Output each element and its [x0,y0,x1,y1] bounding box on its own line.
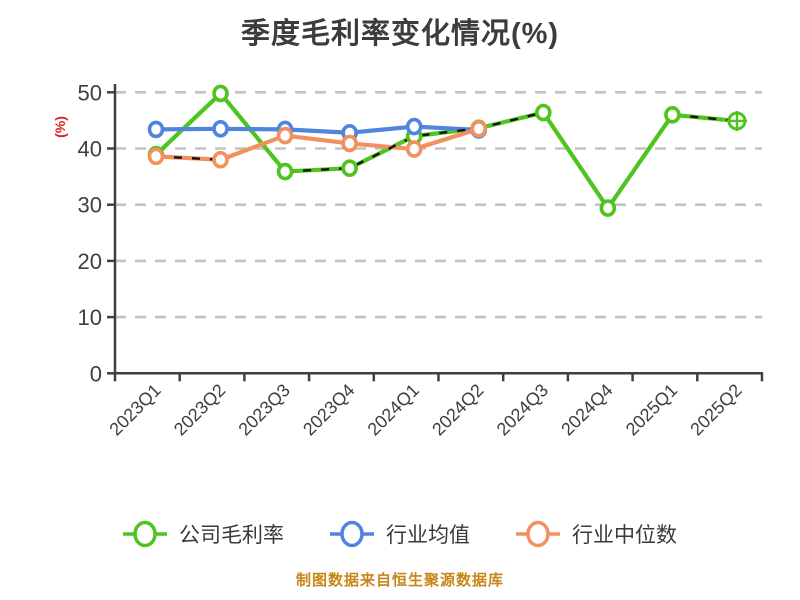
data-point[interactable] [405,140,423,158]
data-point[interactable] [341,159,358,177]
y-tick-label: 0 [90,361,102,386]
data-point[interactable] [664,105,681,124]
x-tick-label: 2024Q1 [364,380,423,439]
y-tick-label: 30 [78,193,102,218]
data-point[interactable] [405,117,423,136]
y-tick-label: 40 [78,137,102,162]
data-point[interactable] [212,84,229,103]
legend-item-label: 行业中位数 [572,524,677,547]
data-point[interactable] [599,199,617,217]
x-tick-label: 2024Q3 [493,380,552,439]
legend: 公司毛利率 行业均值 行业中位数 [0,506,800,562]
dashed-overlay [672,113,738,123]
data-point[interactable] [276,162,294,181]
series-line-行业均值 [153,124,481,135]
x-tick-label: 2025Q2 [686,380,745,439]
legend-item-company-gross-margin[interactable]: 公司毛利率 [123,519,284,549]
y-tick-label: 10 [78,305,102,330]
data-point[interactable] [147,147,165,166]
data-point[interactable] [470,120,488,138]
data-point[interactable] [212,150,229,169]
x-tick-label: 2023Q3 [234,380,293,439]
x-tick-label: 2024Q2 [428,380,487,439]
dashed-overlay [285,111,544,173]
data-source-note: 制图数据来自恒生聚源数据库 [295,572,504,589]
data-point[interactable] [534,103,552,122]
legend-item-label: 行业均值 [386,524,470,547]
x-tick-label: 2023Q2 [170,380,229,439]
legend-marker-icon [516,520,560,548]
series-line-行业中位数 [153,126,481,162]
x-tick-label: 2024Q4 [557,380,616,439]
data-point[interactable] [276,126,294,145]
x-tick-label: 2023Q1 [105,380,164,439]
x-tick-label: 2023Q4 [299,380,358,439]
legend-item-label: 公司毛利率 [179,524,284,547]
legend-marker-icon [330,520,374,548]
chart-title: 季度毛利率变化情况(%) [240,18,560,50]
y-tick-label: 50 [78,80,102,105]
legend-item-industry-mean[interactable]: 行业均值 [330,519,470,549]
legend-marker-icon [123,520,167,548]
legend-item-industry-median[interactable]: 行业中位数 [516,519,677,549]
x-tick-label: 2025Q1 [622,380,681,439]
data-point[interactable] [341,134,358,153]
y-tick-label: 20 [78,249,102,274]
data-point[interactable] [147,120,165,139]
data-point[interactable] [212,120,229,138]
